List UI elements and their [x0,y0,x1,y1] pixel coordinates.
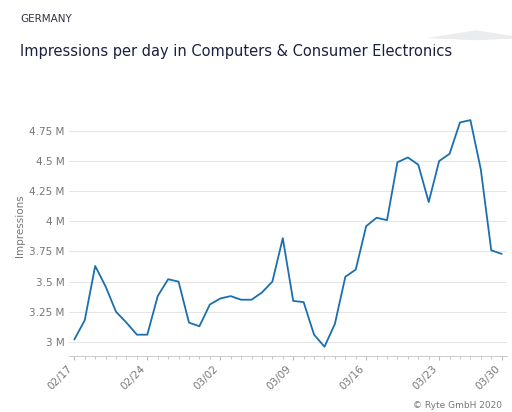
Text: GERMANY: GERMANY [20,14,72,24]
Text: Impressions per day in Computers & Consumer Electronics: Impressions per day in Computers & Consu… [20,44,453,59]
Polygon shape [426,30,512,40]
Polygon shape [383,17,512,50]
Text: © Ryte GmbH 2020: © Ryte GmbH 2020 [413,401,502,410]
Y-axis label: Impressions: Impressions [15,194,25,257]
